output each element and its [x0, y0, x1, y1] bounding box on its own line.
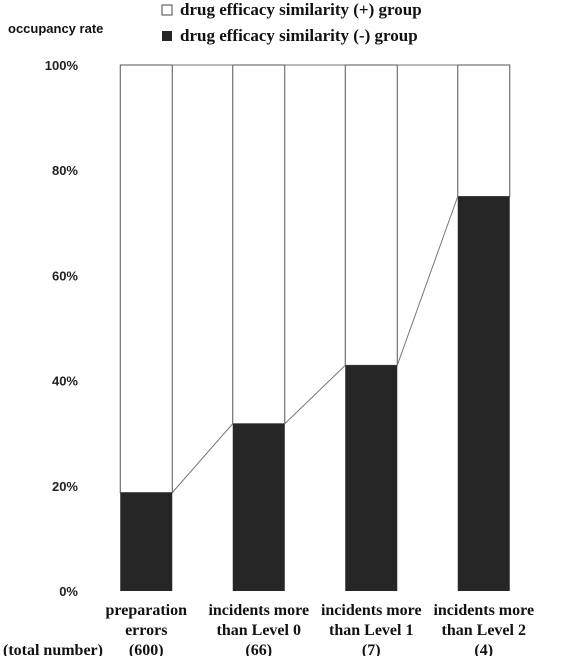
y-tick-label: 0%	[59, 584, 78, 599]
bar-negative-segment	[457, 196, 510, 591]
bar-negative-segment	[120, 492, 173, 591]
y-tick-label: 80%	[52, 163, 78, 178]
x-category-label: (600)	[129, 642, 164, 656]
legend-label-negative: drug efficacy similarity (-) group	[180, 26, 418, 45]
bar-negative-segment	[345, 365, 398, 591]
plot-area: 0% 20% 40% 60% 80% 100% preparation errors (600)…	[3, 58, 534, 656]
x-category-label: preparation	[106, 602, 188, 619]
bar-positive-segment	[119, 64, 173, 494]
y-tick-label: 100%	[45, 58, 79, 73]
legend: drug efficacy similarity (+) group drug …	[161, 0, 422, 45]
bar-positive-segment	[232, 64, 286, 425]
legend-swatch-positive	[161, 4, 173, 16]
x-category-label: than Level 1	[329, 622, 413, 639]
row-label: (total number)	[3, 642, 103, 656]
y-tick-label: 40%	[52, 374, 78, 389]
y-tick-label: 20%	[52, 479, 78, 494]
x-category-label: (7)	[362, 642, 381, 656]
legend-label-positive: drug efficacy similarity (+) group	[180, 0, 422, 19]
connector-line-negative	[284, 364, 346, 425]
connector-line-negative	[396, 196, 459, 366]
x-category-label: than Level 0	[217, 622, 301, 639]
connector-line-negative	[171, 423, 234, 493]
bar-positive-segment	[344, 64, 398, 366]
x-category-label: incidents more	[208, 602, 309, 619]
y-tick-label: 60%	[52, 268, 78, 283]
x-category-label: errors	[125, 622, 167, 639]
bar-negative-segment	[232, 423, 285, 591]
x-category-label: than Level 2	[442, 622, 526, 639]
bar-positive-segment	[457, 64, 511, 197]
x-category-label: (4)	[474, 642, 493, 656]
x-category-label: (66)	[245, 642, 272, 656]
y-axis-label: occupancy rate	[8, 21, 103, 36]
x-category-label: incidents more	[321, 602, 422, 619]
legend-swatch-negative	[162, 31, 172, 41]
x-category-label: incidents more	[433, 602, 534, 619]
